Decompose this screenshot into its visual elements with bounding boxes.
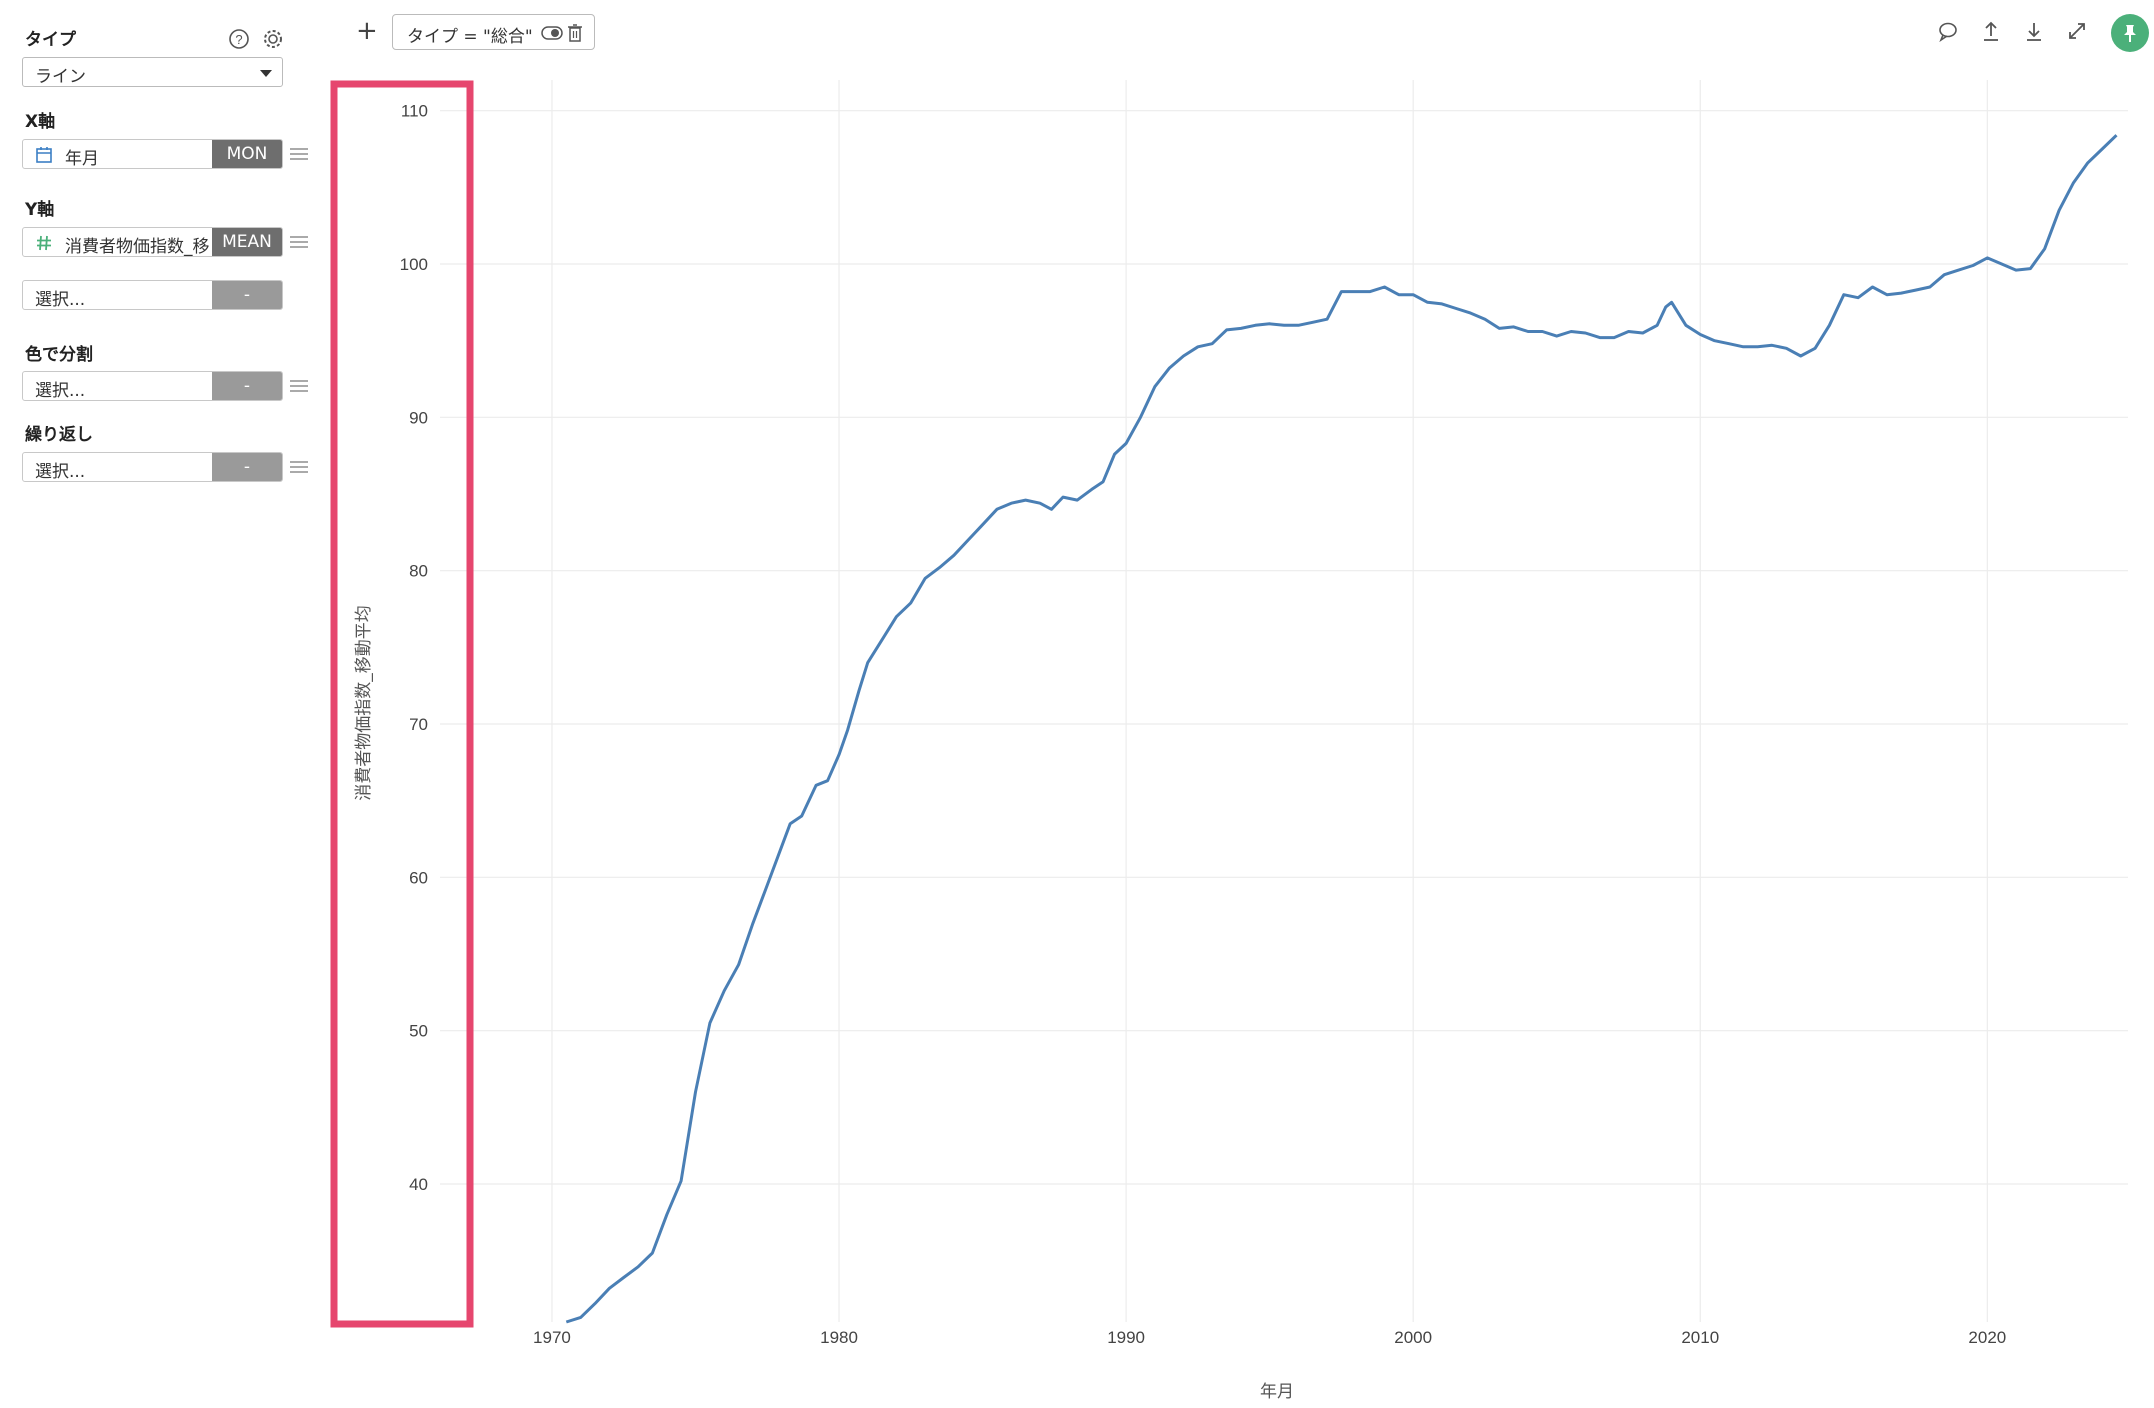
chevron-down-icon (260, 70, 272, 77)
y-axis-highlight-box (330, 80, 474, 1328)
x-agg-button[interactable]: MON (212, 140, 282, 168)
repeat-placeholder: 選択... (35, 462, 86, 482)
calendar-icon (36, 147, 52, 163)
chart-type-select[interactable]: ライン (22, 57, 283, 87)
expand-icon[interactable] (2066, 20, 2088, 42)
comment-icon[interactable] (1937, 20, 1959, 42)
y-axis-extra-field[interactable]: 選択... - (22, 280, 283, 310)
color-split-field[interactable]: 選択... - (22, 371, 283, 401)
filter-text: タイプ = "総合" (407, 27, 533, 47)
menu-icon[interactable] (290, 233, 308, 248)
y-agg-button[interactable]: MEAN (212, 228, 282, 256)
help-icon[interactable]: ? (228, 28, 250, 50)
x-field-name: 年月 (65, 149, 99, 169)
x-tick-label: 1990 (1107, 1328, 1145, 1347)
chart-config-panel: タイプ ? ライン X軸 年月 MON Y軸 消費者物価指数_移 MEAN (0, 0, 308, 1408)
chart-type-value: ライン (35, 67, 86, 87)
x-tick-label: 1980 (820, 1328, 858, 1347)
y-tick-label: 50 (409, 1022, 428, 1041)
y-axis-title: 消費者物価指数_移動平均 (354, 605, 374, 801)
x-tick-label: 2020 (1968, 1328, 2006, 1347)
add-filter-button[interactable]: + (356, 16, 378, 46)
hash-icon (37, 235, 51, 251)
trash-icon[interactable] (567, 23, 583, 43)
x-axis-label: X軸 (25, 112, 56, 132)
y-tick-label: 100 (400, 255, 428, 274)
y-tick-label: 110 (401, 102, 428, 121)
color-agg[interactable]: - (212, 372, 282, 400)
y-axis-label: Y軸 (25, 200, 55, 220)
y-tick-label: 70 (409, 715, 428, 734)
download-icon[interactable] (2023, 20, 2045, 42)
y-tick-label: 80 (409, 562, 428, 581)
y-field-name: 消費者物価指数_移 (65, 237, 210, 257)
y-extra-placeholder: 選択... (35, 290, 86, 310)
menu-icon[interactable] (290, 145, 308, 160)
y-tick-label: 60 (409, 868, 428, 887)
pin-button[interactable] (2111, 14, 2149, 52)
x-axis-field[interactable]: 年月 MON (22, 139, 283, 169)
type-label: タイプ (25, 30, 76, 50)
color-placeholder: 選択... (35, 381, 86, 401)
y-extra-agg[interactable]: - (212, 281, 282, 309)
upload-icon[interactable] (1980, 20, 2002, 42)
series-line (565, 134, 2118, 1324)
y-axis-ticks: 40 50 60 70 80 90 100 110 (400, 102, 428, 1194)
menu-icon[interactable] (290, 377, 308, 392)
color-split-label: 色で分割 (25, 345, 93, 365)
y-tick-label: 40 (409, 1175, 428, 1194)
chart-lines (565, 134, 2118, 1324)
repeat-agg[interactable]: - (212, 453, 282, 481)
x-axis-title: 年月 (1260, 1382, 1294, 1402)
pin-icon (2124, 25, 2136, 42)
svg-text:?: ? (235, 32, 242, 47)
menu-icon[interactable] (290, 458, 308, 473)
toggle-icon[interactable] (541, 26, 563, 40)
repeat-field[interactable]: 選択... - (22, 452, 283, 482)
x-tick-label: 2000 (1394, 1328, 1432, 1347)
y-axis-field[interactable]: 消費者物価指数_移 MEAN (22, 227, 283, 257)
chart-grid (440, 80, 2128, 1322)
repeat-label: 繰り返し (25, 425, 93, 445)
x-tick-label: 2010 (1681, 1328, 1719, 1347)
gear-icon[interactable] (262, 28, 284, 50)
filter-chip[interactable]: タイプ = "総合" (392, 14, 595, 50)
y-tick-label: 90 (409, 408, 428, 427)
x-tick-label: 1970 (533, 1328, 571, 1347)
x-axis-ticks: 1970 1980 1990 2000 2010 2020 (533, 1328, 2006, 1347)
